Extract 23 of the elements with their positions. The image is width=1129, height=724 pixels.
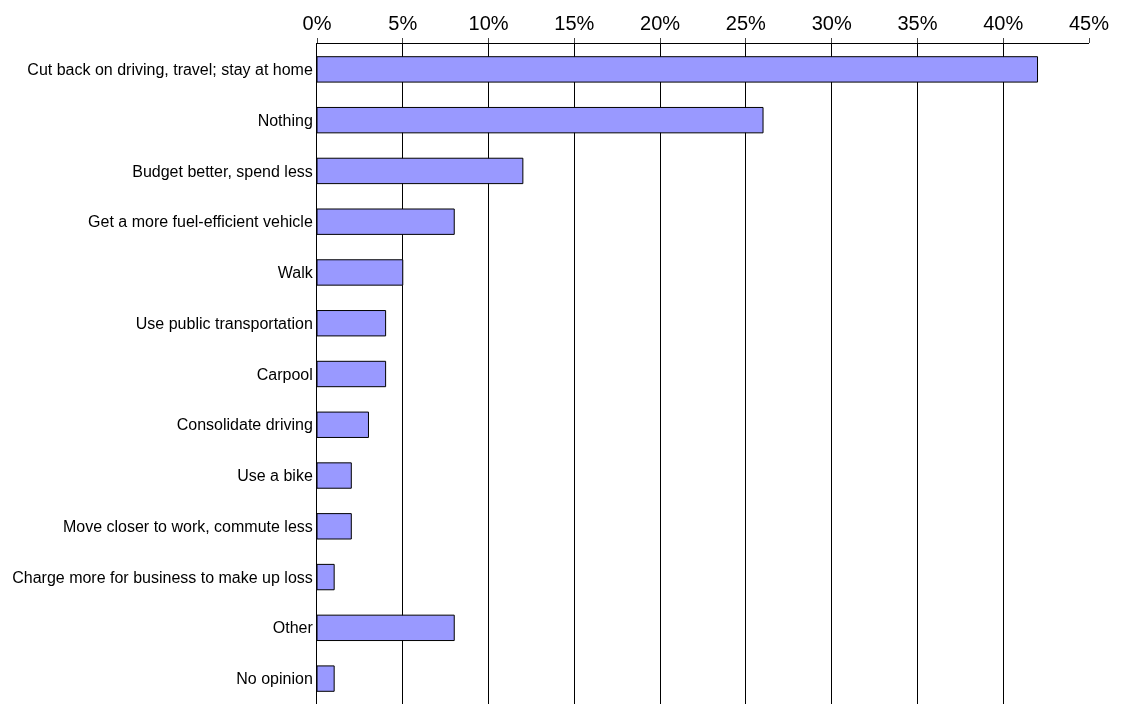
y-tick-label: Consolidate driving — [176, 416, 313, 434]
x-tick-label: 25% — [725, 12, 767, 34]
x-tick-label: 35% — [897, 12, 938, 34]
y-tick-label: Get a more fuel-efficient vehicle — [88, 213, 313, 231]
x-tick-label: 40% — [983, 12, 1024, 34]
y-tick-label: Move closer to work, commute less — [62, 517, 313, 535]
y-tick-label: No opinion — [236, 670, 313, 688]
y-tick-label: Use public transportation — [135, 314, 313, 332]
x-tick-label: 30% — [811, 12, 852, 34]
x-tick-label: 20% — [640, 12, 681, 34]
x-tick-label: 10% — [468, 12, 509, 34]
y-tick-label: Budget better, spend less — [132, 162, 313, 180]
y-tick-label: Other — [272, 619, 314, 637]
x-tick-label: 45% — [1068, 12, 1110, 34]
y-tick-label: Cut back on driving, travel; stay at home — [27, 60, 313, 78]
y-tick-label: Charge more for business to make up loss — [12, 568, 313, 586]
y-tick-label: Use a bike — [237, 467, 313, 485]
y-tick-label: Carpool — [256, 365, 313, 383]
x-tick-label: 15% — [554, 12, 595, 34]
x-tick-label: 5% — [388, 12, 418, 34]
y-tick-label: Nothing — [257, 111, 313, 129]
y-tick-label: Walk — [277, 264, 314, 282]
x-tick-label: 0% — [302, 12, 332, 34]
